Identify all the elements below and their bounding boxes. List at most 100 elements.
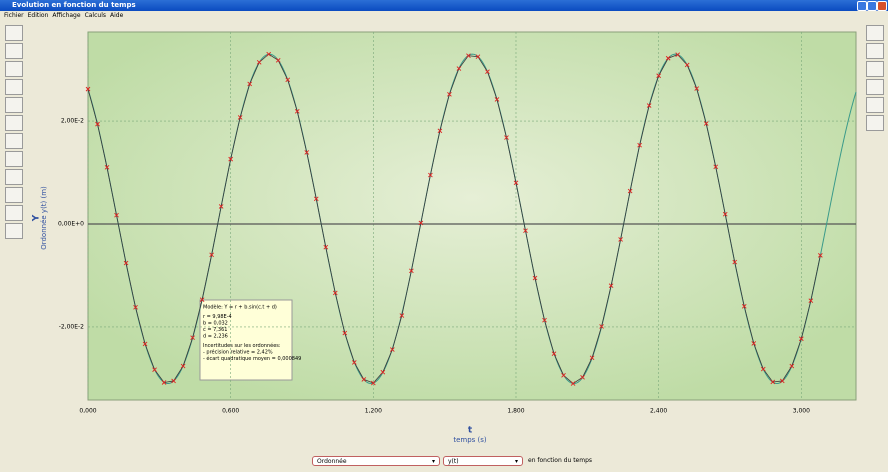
data-point — [275, 57, 281, 63]
data-point — [361, 377, 367, 382]
data-point — [713, 164, 719, 170]
tool-button[interactable] — [866, 115, 884, 131]
data-point — [741, 304, 747, 309]
data-point — [732, 259, 738, 265]
minimize-button[interactable] — [857, 1, 867, 11]
annotation-text: Incertitudes sur les ordonnées: — [203, 342, 281, 349]
annotation-text: - écart quadratique moyen = 0,000849 — [203, 355, 301, 362]
data-point — [779, 378, 785, 384]
y-tick-label: 2,00E-2 — [61, 118, 84, 125]
title-bar: Evolution en fonction du temps — [0, 0, 888, 11]
data-point — [542, 317, 547, 323]
data-point — [475, 54, 481, 60]
data-point — [256, 60, 262, 65]
quantity-select[interactable]: Ordonnée ▾ — [312, 456, 440, 466]
tool-button[interactable] — [866, 61, 884, 77]
data-point — [684, 62, 690, 68]
x-axis-symbol: t — [468, 426, 473, 436]
data-point — [304, 150, 310, 155]
data-point — [618, 237, 623, 242]
data-point — [171, 378, 176, 384]
data-point — [504, 135, 509, 140]
data-point — [104, 165, 110, 170]
annotation-model: Modèle: Y = r + b.sin(c.t + d) — [203, 304, 277, 311]
tool-button[interactable] — [5, 43, 23, 59]
tool-button[interactable] — [5, 223, 23, 239]
menu-item[interactable]: Fichier — [4, 12, 24, 19]
annotation-box — [199, 299, 293, 381]
data-point — [798, 336, 804, 342]
data-point — [580, 375, 585, 380]
x-tick-label: 2,400 — [650, 408, 667, 415]
data-point — [637, 142, 642, 148]
tool-button[interactable] — [5, 187, 23, 203]
tool-button[interactable] — [5, 97, 23, 113]
data-point — [818, 253, 823, 258]
tool-button[interactable] — [5, 61, 23, 77]
annotation-param: b = 0,032 — [203, 321, 228, 327]
data-point — [561, 372, 566, 378]
x-tick-label: 0,600 — [222, 408, 239, 415]
tool-button[interactable] — [866, 43, 884, 59]
data-point — [523, 228, 528, 233]
data-point — [199, 297, 205, 302]
data-point — [180, 363, 186, 369]
data-point — [332, 290, 338, 296]
annotation-param: c = 7,361 — [203, 327, 227, 333]
data-point — [228, 156, 233, 162]
tool-button[interactable] — [5, 205, 23, 221]
tool-button[interactable] — [5, 151, 23, 167]
annotation-text: - précision relative = 2,42% — [203, 349, 273, 356]
annotation-param: r = 9,98E-4 — [203, 314, 232, 320]
data-point — [456, 66, 462, 71]
data-point — [485, 69, 490, 74]
data-point — [390, 347, 395, 352]
tool-button[interactable] — [866, 79, 884, 95]
data-point — [789, 363, 795, 369]
menu-item[interactable]: Calculs — [84, 12, 106, 19]
data-point — [323, 244, 329, 250]
tool-button[interactable] — [5, 115, 23, 131]
data-point — [190, 335, 195, 341]
tool-button[interactable] — [5, 79, 23, 95]
tool-button[interactable] — [5, 133, 23, 149]
tool-button[interactable] — [866, 97, 884, 113]
tool-button[interactable] — [866, 25, 884, 41]
data-line — [87, 53, 821, 385]
footer-text: en fonction du temps — [528, 457, 593, 464]
quantity-value: Ordonnée — [317, 458, 347, 465]
y-axis-label: Ordonnée y(t) (m) — [40, 186, 48, 250]
tool-button[interactable] — [5, 169, 23, 185]
data-point — [494, 97, 500, 102]
data-point — [570, 381, 576, 386]
data-point — [85, 86, 91, 92]
data-point — [313, 196, 319, 202]
menu-item[interactable]: Edition — [27, 12, 49, 19]
variable-select[interactable]: y(t) ▾ — [443, 456, 523, 466]
data-point — [114, 212, 119, 218]
data-point — [351, 360, 357, 365]
x-tick-label: 3,000 — [793, 408, 810, 415]
menu-item[interactable]: Affichage — [52, 12, 81, 19]
data-point — [722, 211, 728, 217]
close-button[interactable] — [877, 1, 887, 11]
data-point — [218, 204, 224, 209]
data-point — [418, 220, 424, 226]
data-point — [656, 73, 661, 79]
menu-bar: Fichier Edition Affichage Calculs Aide — [0, 11, 888, 21]
x-tick-label: 1,800 — [507, 408, 524, 415]
data-point — [770, 379, 776, 385]
tool-button[interactable] — [5, 25, 23, 41]
y-tick-label: 0,00E+0 — [58, 220, 84, 227]
menu-item[interactable]: Aide — [110, 12, 124, 19]
maximize-button[interactable] — [867, 1, 877, 11]
data-point — [513, 180, 519, 186]
x-axis-label: temps (s) — [453, 436, 487, 444]
data-point — [371, 380, 376, 386]
data-point — [599, 324, 604, 329]
data-point — [399, 313, 405, 318]
x-tick-label: 1,200 — [365, 408, 382, 415]
window-title: Evolution en fonction du temps — [12, 1, 136, 9]
